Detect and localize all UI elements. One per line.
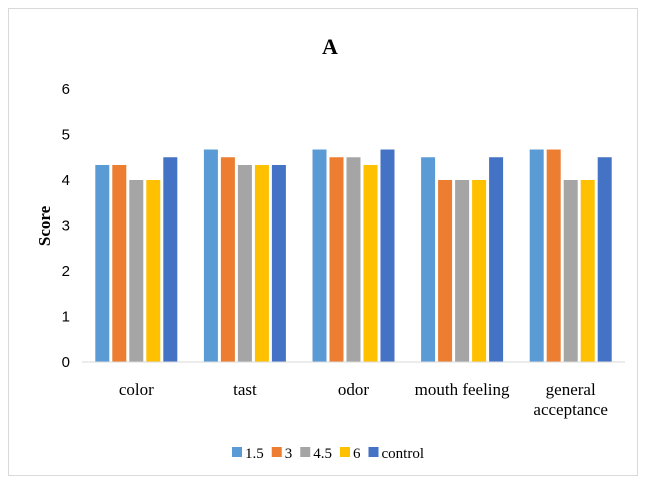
bar bbox=[455, 180, 470, 362]
bar bbox=[329, 157, 344, 362]
y-tick-label: 3 bbox=[62, 218, 70, 235]
bar bbox=[112, 164, 127, 362]
x-tick-label: mouth feeling bbox=[415, 380, 510, 399]
legend-swatch bbox=[232, 447, 242, 457]
bar bbox=[163, 157, 178, 362]
legend-swatch bbox=[368, 447, 379, 457]
y-tick-label: 5 bbox=[62, 127, 70, 144]
bar bbox=[580, 180, 595, 362]
bar bbox=[203, 149, 218, 362]
y-tick-label: 4 bbox=[62, 172, 70, 189]
bar bbox=[363, 164, 378, 362]
legend-label: 6 bbox=[353, 446, 361, 462]
legend-label: 1.5 bbox=[245, 446, 264, 462]
bar bbox=[489, 157, 504, 362]
x-tick-label: general acceptance bbox=[533, 380, 608, 419]
x-tick-label: color bbox=[119, 380, 154, 399]
y-axis-label: Score bbox=[35, 205, 54, 246]
y-axis-ticks: 0 1 2 3 4 5 6 bbox=[62, 81, 70, 371]
bar bbox=[421, 157, 436, 362]
bar bbox=[346, 157, 361, 362]
bar bbox=[254, 164, 269, 362]
y-tick-label: 6 bbox=[62, 81, 70, 98]
legend-swatch bbox=[300, 447, 311, 457]
bar bbox=[563, 180, 578, 362]
bar bbox=[380, 149, 395, 362]
bar bbox=[95, 164, 110, 362]
bar bbox=[597, 157, 612, 362]
legend-swatch bbox=[271, 447, 282, 457]
bar bbox=[529, 149, 544, 362]
bar bbox=[220, 157, 235, 362]
y-tick-label: 0 bbox=[62, 354, 70, 371]
bar bbox=[271, 164, 286, 362]
bars bbox=[95, 149, 612, 362]
legend-label: 3 bbox=[285, 446, 293, 462]
x-tick-label: tast bbox=[233, 380, 257, 399]
chart-title: A bbox=[322, 34, 338, 59]
bar bbox=[546, 149, 561, 362]
bar bbox=[146, 180, 161, 362]
legend-label: 4.5 bbox=[313, 446, 332, 462]
y-tick-label: 2 bbox=[62, 263, 70, 280]
y-tick-label: 1 bbox=[62, 309, 70, 326]
legend-swatch bbox=[340, 447, 350, 457]
bar bbox=[312, 149, 327, 362]
bar bbox=[237, 164, 252, 362]
bar bbox=[438, 180, 453, 362]
bar bbox=[129, 180, 144, 362]
x-axis-ticks: color tast odor mouth feeling general accepta… bbox=[119, 380, 608, 419]
legend-label: control bbox=[382, 446, 425, 462]
x-tick-label: odor bbox=[338, 380, 370, 399]
bar bbox=[472, 180, 487, 362]
legend: 1.5 3 4.5 6 control bbox=[232, 446, 424, 462]
